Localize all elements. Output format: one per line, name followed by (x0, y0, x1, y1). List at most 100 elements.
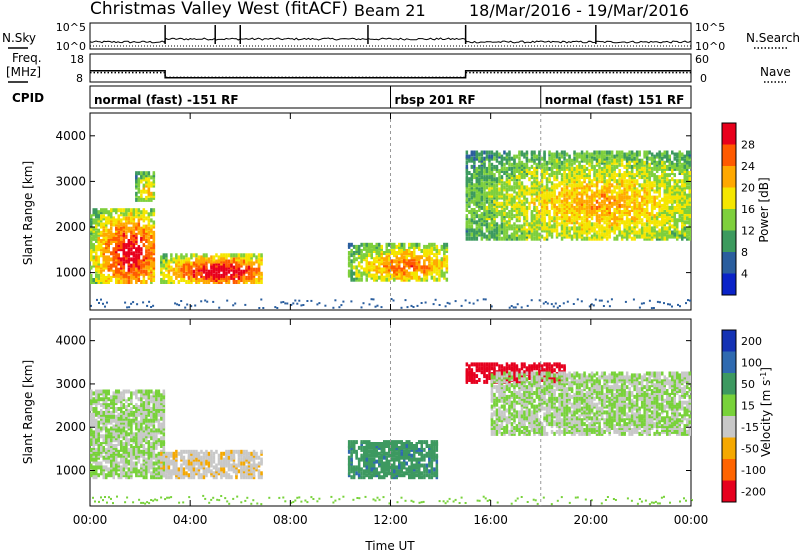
power-cell (355, 275, 358, 280)
power-cell (480, 156, 484, 161)
power-cell (633, 179, 636, 184)
power-cell (388, 255, 391, 260)
power-cell (360, 271, 363, 276)
power-near-range-cell (194, 304, 197, 307)
power-cell (570, 177, 574, 182)
power-cell (523, 236, 526, 241)
power-cell (257, 253, 261, 258)
power-cell (465, 160, 469, 165)
power-cell (613, 160, 616, 165)
power-cell (538, 210, 541, 214)
power-cell (625, 212, 629, 217)
power-cell (500, 189, 504, 194)
power-cell (390, 275, 393, 280)
power-cell (593, 193, 596, 198)
power-cell (666, 181, 669, 186)
power-cell (137, 245, 141, 250)
power-cell (673, 191, 676, 196)
power-cell (470, 236, 474, 241)
velocity-cell (92, 391, 95, 396)
power-cell (257, 271, 261, 276)
power-cell (418, 259, 421, 264)
velocity-cell (102, 445, 105, 450)
power-cell (585, 173, 589, 178)
power-cell (505, 212, 509, 217)
power-cell (115, 278, 118, 282)
velocity-cell (140, 430, 143, 435)
power-cell (430, 267, 434, 272)
power-cell (365, 249, 368, 253)
power-cell (242, 275, 246, 280)
power-cell (170, 275, 173, 280)
velocity-cell (92, 457, 95, 462)
power-cell (488, 210, 491, 214)
power-cell (170, 267, 173, 272)
power-cell (543, 203, 546, 208)
power-cell (595, 169, 599, 173)
power-cell (598, 158, 601, 163)
power-cell (503, 162, 506, 167)
power-cell (585, 232, 589, 237)
velocity-cell (95, 410, 98, 415)
power-cell (625, 154, 629, 159)
power-cell (142, 197, 146, 202)
power-cell (127, 271, 131, 276)
power-cell (97, 247, 100, 252)
power-cell (623, 187, 626, 192)
power-cell (518, 203, 521, 208)
power-cell (137, 187, 141, 192)
power-cell (105, 216, 108, 221)
power-cell (470, 199, 474, 204)
power-cell (368, 244, 371, 249)
power-cell (535, 232, 539, 237)
power-cell (408, 271, 411, 276)
power-cell (575, 169, 579, 173)
power-cell (137, 263, 141, 268)
power-cell (97, 216, 100, 221)
power-cell (681, 208, 684, 212)
power-cell (681, 232, 684, 237)
power-cell (638, 175, 641, 180)
power-cell (172, 280, 176, 284)
power-cell (102, 263, 105, 268)
power-cell (605, 236, 609, 241)
power-cell (573, 193, 576, 198)
velocity-cell (92, 465, 95, 470)
power-cell (678, 169, 681, 173)
velocity-cell (105, 414, 108, 419)
power-cell (620, 195, 624, 200)
power-cell (663, 232, 666, 237)
power-cell (553, 201, 556, 206)
power-cell (565, 201, 569, 206)
power-cell (550, 216, 554, 221)
power-cell (578, 216, 581, 221)
power-cell (573, 150, 576, 155)
power-cell (137, 259, 141, 264)
velocity-cell (142, 405, 146, 409)
power-cell (117, 239, 120, 243)
power-colorbar-tick-label: 12 (741, 225, 755, 238)
power-cell (530, 185, 534, 190)
power-cell (663, 195, 666, 200)
power-cell (615, 222, 619, 227)
power-cell (543, 189, 546, 194)
power-cell (538, 197, 541, 202)
power-cell (630, 169, 634, 173)
power-cell (150, 261, 153, 266)
power-cell (385, 269, 388, 274)
velocity-cell (135, 436, 138, 441)
power-cell (535, 205, 539, 210)
power-cell (475, 181, 479, 186)
power-cell (235, 259, 238, 264)
power-cell (147, 267, 151, 272)
power-cell (681, 164, 684, 169)
velocity-cell (115, 399, 118, 404)
velocity-cell (145, 410, 148, 415)
power-cell (375, 275, 378, 280)
power-cell (483, 156, 486, 161)
power-cell (115, 220, 118, 225)
power-cell (510, 173, 514, 178)
power-near-range-cell (490, 305, 493, 308)
velocity-cell (92, 434, 95, 439)
power-cell (500, 203, 504, 208)
